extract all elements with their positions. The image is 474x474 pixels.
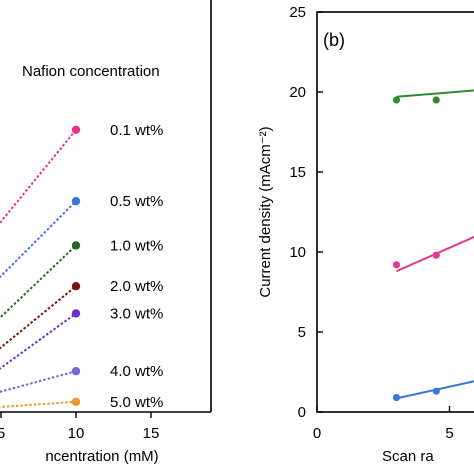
panel-a-series-point-0: [71, 125, 81, 134]
panel-a-x-tick-label-2: 15: [143, 425, 160, 442]
panel-a-x-ticks: 5 10 15: [0, 412, 159, 442]
panel-b-point-2-1: [432, 387, 440, 395]
panel-a-series-line-4: [0, 312, 77, 370]
panel-a-series-point-6: [71, 397, 81, 406]
panel-b-y-tick-label-1: 5: [298, 324, 306, 341]
panel-a-series-point-4: [71, 309, 81, 318]
panel-b-fit-line-0: [396, 89, 474, 98]
panel-a-legend-entry-3: 2.0 wt%: [110, 278, 163, 295]
panel-b-point-0-1: [432, 96, 440, 104]
panel-a-series-point-2: [71, 241, 81, 250]
panel-a-x-tick-label-0: 5: [0, 425, 5, 442]
panel-b-x-tick-label-1: 5: [445, 425, 453, 442]
panel-a: 5 10 15 ncentration (mM) Nafion concentrat…: [0, 0, 212, 465]
panel-b-fit-line-1: [396, 235, 474, 273]
panel-a-legend-entry-0: 0.1 wt%: [110, 122, 163, 139]
panel-a-legend-entry-1: 0.5 wt%: [110, 193, 163, 210]
panel-a-legend-entry-4: 3.0 wt%: [110, 305, 163, 322]
panel-b-point-2-0: [392, 394, 401, 402]
panel-b-fit-line-2: [396, 380, 474, 400]
panel-b-y-tick-label-5: 25: [289, 4, 306, 21]
panel-b-y-tick-label-4: 20: [289, 84, 306, 101]
panel-b-y-tick-label-2: 10: [289, 244, 306, 261]
panel-a-legend: 0.1 wt% 0.5 wt% 1.0 wt% 2.0 wt% 3.0 wt% 4.0 w…: [110, 122, 163, 411]
panel-a-legend-entry-5: 4.0 wt%: [110, 363, 163, 380]
panel-a-series-line-2: [0, 244, 77, 320]
panel-b-x-axis-label: Scan ra: [382, 448, 434, 465]
panel-b-label: (b): [323, 30, 345, 50]
panel-a-x-axis-label: ncentration (mM): [45, 448, 158, 465]
panel-a-series-line-3: [0, 285, 77, 350]
panel-b-point-1-1: [432, 251, 440, 259]
panel-a-legend-title: Nafion concentration: [22, 63, 160, 80]
panel-b-series-group: [392, 89, 474, 402]
panel-a-x-tick-label-1: 10: [68, 425, 85, 442]
panel-b-y-tick-label-3: 15: [289, 164, 306, 181]
panel-b-x-tick-label-0: 0: [313, 425, 321, 442]
panel-a-series-line-5: [0, 370, 77, 393]
panel-a-legend-entry-6: 5.0 wt%: [110, 394, 163, 411]
panel-b-y-tick-label-0: 0: [298, 404, 306, 421]
panel-b-y-ticks: 0 5 10 15 20 25: [289, 4, 323, 421]
panel-a-series-line-0: [0, 129, 77, 225]
panel-a-series-point-1: [71, 197, 81, 206]
panel-a-series-line-1: [0, 200, 77, 279]
panel-b-point-0-0: [392, 96, 401, 104]
panel-b-plot-frame: [316, 11, 474, 413]
panel-a-legend-entry-2: 1.0 wt%: [110, 237, 163, 254]
panel-a-series-point-5: [71, 367, 81, 376]
panel-a-series-line-6: [0, 400, 77, 408]
panel-b-point-1-0: [392, 261, 401, 269]
panel-a-series-group: [0, 125, 81, 408]
panel-a-series-point-3: [71, 282, 81, 291]
panel-b-y-axis-label: Current density (mAcm⁻²): [257, 126, 274, 297]
